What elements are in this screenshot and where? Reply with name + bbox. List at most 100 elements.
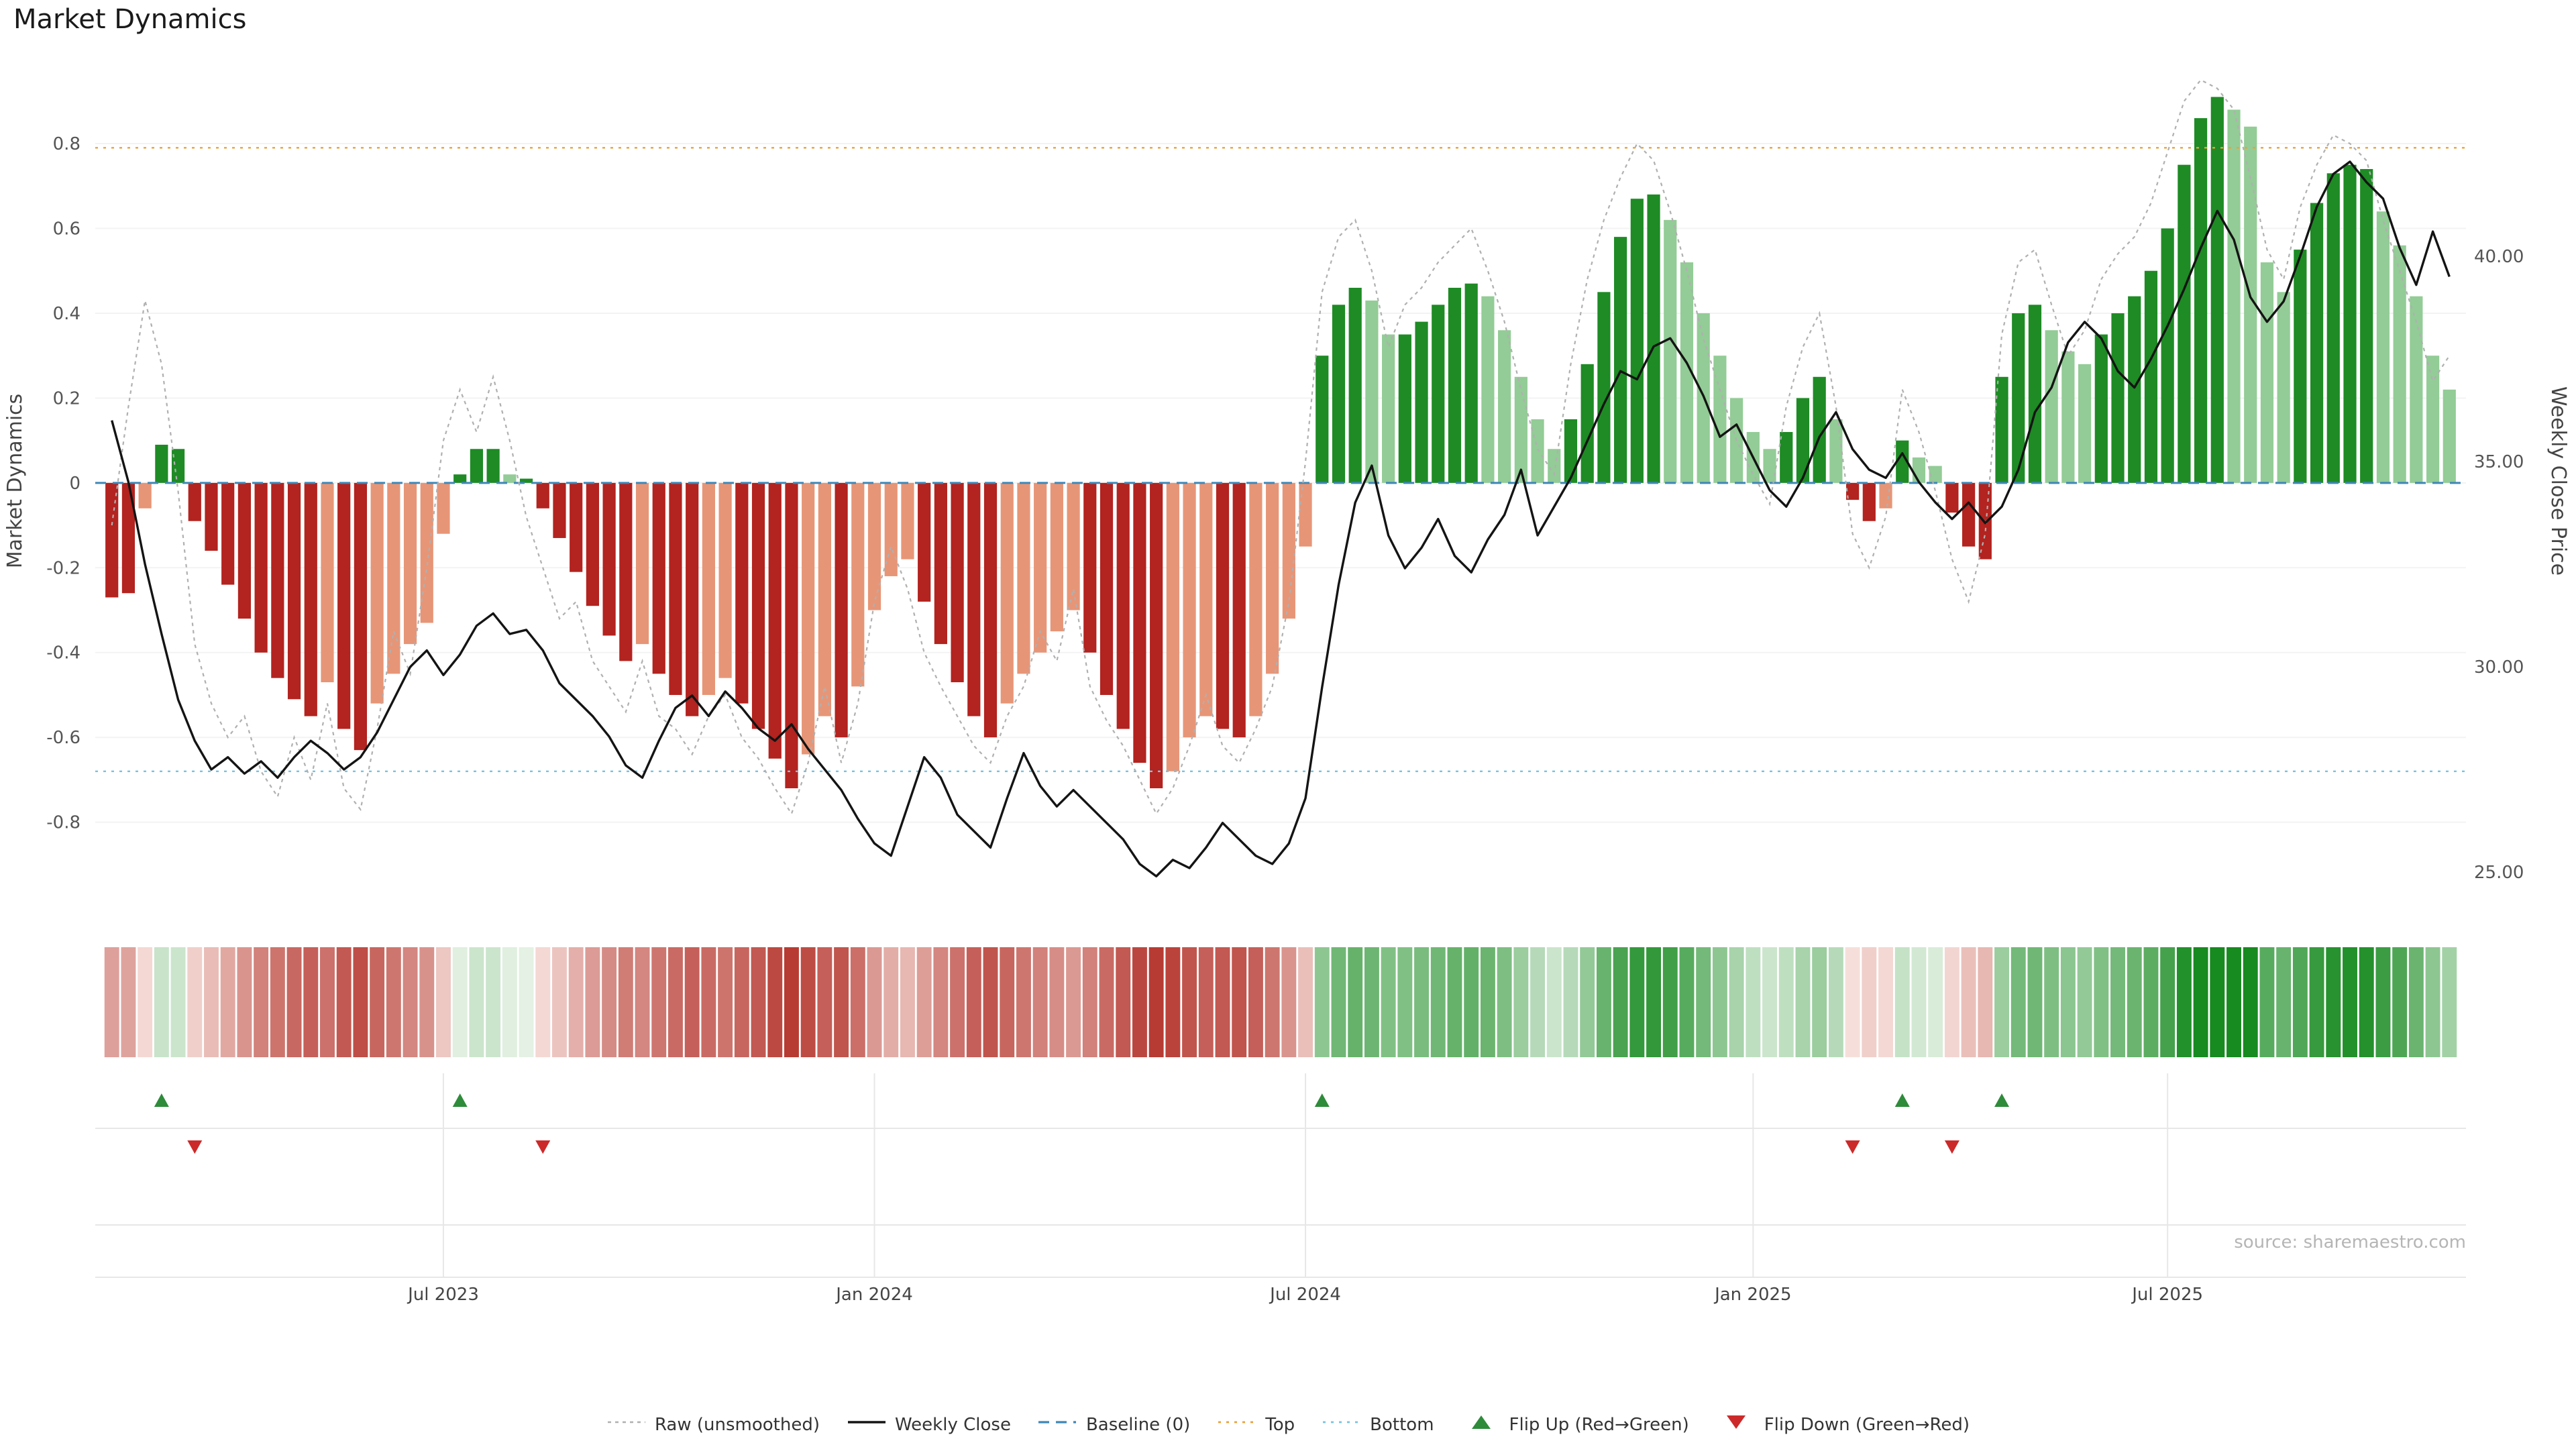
x-tick-label: Jan 2025 [1713,1285,1792,1305]
dynamics-bar [486,449,500,483]
dynamics-bar [851,482,865,687]
legend-item-close-line: Weekly Close [847,1414,1011,1436]
dynamics-bar [884,482,898,576]
heatmap-cell [2408,947,2424,1057]
x-tick-label: Jul 2025 [2131,1285,2203,1305]
heatmap-cell [1116,947,1131,1057]
dynamics-bar [2443,389,2456,483]
flip-down-marker [1944,1140,1960,1154]
dynamics-bar [437,482,450,534]
dynamics-bar [2410,296,2423,483]
heatmap-cell [1928,947,1943,1057]
dynamics-bar [1332,305,1346,483]
flip-up-marker [1994,1093,2010,1107]
heatmap-cell [1862,947,1877,1057]
heatmap-cell [2359,947,2374,1057]
heatmap-cell [254,947,269,1057]
dynamics-bar [1680,262,1694,483]
dynamics-bar [1116,482,1130,729]
heatmap-cell [1232,947,1247,1057]
heatmap-cell [2094,947,2109,1057]
heatmap-cell [933,947,949,1057]
heatmap-cell [121,947,136,1057]
dynamics-bar [1846,482,1860,500]
dynamics-bar [2144,270,2158,483]
dynamics-bar [1067,482,1080,610]
legend-label: Baseline (0) [1085,1415,1191,1435]
dynamics-bar [1879,482,1892,508]
heatmap-cell [2226,947,2241,1057]
heatmap-cell [2127,947,2142,1057]
dynamics-bar [1034,482,1047,653]
heatmap-cell [1265,947,1280,1057]
dynamics-bar [1099,482,1114,695]
heatmap-cell [2425,947,2440,1057]
flip-up-marker [154,1093,169,1107]
dynamics-bar [2376,211,2390,483]
dynamics-bar [619,482,633,661]
flip-markers [154,1093,2010,1154]
dynamics-bar [1299,482,1312,547]
heatmap-cell [635,947,650,1057]
dynamics-bar [1630,199,1644,483]
flip-down-marker [187,1140,203,1154]
dynamics-bar [967,482,981,716]
heatmap-cell [2210,947,2225,1057]
raw-line [111,78,2451,816]
dynamics-bar [2111,313,2125,483]
dynamics-bar [1713,356,1727,483]
legend-label: Flip Up (Red→Green) [1509,1415,1689,1435]
heatmap-cell [2193,947,2208,1057]
dynamics-bar [1199,482,1213,716]
dynamics-bar [188,482,201,521]
dynamics-bar [470,449,484,483]
dynamics-bar [652,482,665,674]
x-tick-label: Jul 2024 [1269,1285,1341,1305]
heatmap-cell [1165,947,1181,1057]
heatmap-cell [2160,947,2176,1057]
dynamics-bar [1796,398,1810,483]
heatmap-cell [1198,947,1214,1057]
heatmap-cell [1629,947,1645,1057]
dynamics-bar [121,482,136,594]
chart-legend: Raw (unsmoothed) Weekly Close Baseline (… [0,1414,2576,1436]
heatmap-cell [2375,947,2391,1057]
dynamics-bar [420,482,433,623]
dynamics-bar [254,482,268,653]
heatmap-cell [1596,947,1611,1057]
heatmap-cell [1795,947,1811,1057]
bottom-swatch-icon [1322,1414,1362,1436]
dynamics-bar [1348,288,1362,483]
heatmap-cell [718,947,733,1057]
dynamics-bar [1216,482,1230,729]
dynamics-bar [2078,364,2092,483]
heatmap-cell [270,947,285,1057]
heatmap-cell [2276,947,2292,1057]
heatmap-cell [1447,947,1462,1057]
heatmap-cell [2343,947,2357,1057]
heatmap-cell [800,947,816,1057]
dynamics-bar [735,482,749,704]
heatmap-cell [1662,947,1678,1057]
heatmap-cell [419,947,435,1057]
heatmap-cell [1778,947,1794,1057]
heatmap-cell [535,947,551,1057]
dynamics-bar [2260,262,2274,483]
heatmap-cell [519,947,534,1057]
dynamics-bar [1945,482,1959,513]
heatmap-cell [767,947,783,1057]
y-left-tick-label: -0.2 [46,558,80,578]
heatmap-cell [1000,947,1015,1057]
heatmap-cell [950,947,965,1057]
dynamics-bar [105,482,119,598]
dynamics-bar [2326,173,2340,483]
dynamics-bar [1183,482,1196,738]
dynamics-bar [1415,321,1428,483]
heatmap-cell [1016,947,1031,1057]
dynamics-bar [768,482,782,759]
dynamics-bar [1398,334,1411,483]
heatmap-cell [2027,947,2043,1057]
heatmap-cell [502,947,517,1057]
heatmap-cell [469,947,484,1057]
